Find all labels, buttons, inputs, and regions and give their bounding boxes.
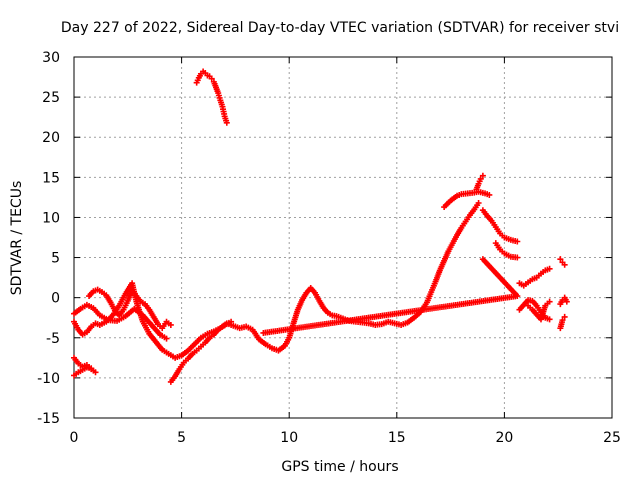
x-tick-label: 20 xyxy=(495,430,513,446)
y-ticks: -15 -10 -5 0 5 10 15 20 25 30 xyxy=(37,50,612,427)
x-tick-label: 5 xyxy=(177,430,186,446)
y-tick-label: 0 xyxy=(51,291,60,307)
data-point xyxy=(563,298,570,305)
series-seg-k xyxy=(492,240,521,261)
series-seg-j xyxy=(479,207,521,245)
data-point xyxy=(208,75,215,82)
data-point xyxy=(475,200,482,207)
y-tick-label: 15 xyxy=(42,170,60,186)
series-seg-p xyxy=(557,294,570,308)
x-ticks: 0 5 10 15 20 25 xyxy=(70,57,621,446)
chart-title: Day 227 of 2022, Sidereal Day-to-day VTE… xyxy=(61,20,619,36)
data-point xyxy=(260,329,267,336)
data-point xyxy=(557,256,564,263)
series-seg-d xyxy=(71,354,99,376)
data-points xyxy=(71,68,570,385)
data-point xyxy=(546,316,553,323)
data-point xyxy=(228,318,235,325)
data-point xyxy=(561,261,568,268)
x-tick-label: 25 xyxy=(603,430,621,446)
y-tick-label: 20 xyxy=(42,130,60,146)
series-seg-i xyxy=(473,172,486,193)
series-seg-a xyxy=(71,200,482,361)
series-seg-e xyxy=(71,364,95,379)
data-point xyxy=(546,265,553,272)
plot-frame xyxy=(73,56,613,419)
data-point xyxy=(477,175,484,182)
y-tick-label: 30 xyxy=(42,50,60,66)
data-point xyxy=(561,313,568,320)
series-seg-o xyxy=(557,256,568,268)
y-axis-label: SDTVAR / TECUs xyxy=(9,181,25,296)
series-seg-h xyxy=(441,188,493,211)
plot-border xyxy=(73,56,613,419)
y-tick-label: -10 xyxy=(37,371,60,387)
data-point xyxy=(92,369,99,376)
series-seg-q xyxy=(557,313,568,332)
data-point xyxy=(479,172,486,179)
data-point xyxy=(514,238,521,245)
data-point xyxy=(88,365,95,372)
x-axis-label: GPS time / hours xyxy=(281,459,398,475)
series-seg-b xyxy=(71,301,170,342)
series-seg-f xyxy=(167,318,235,385)
data-point xyxy=(223,119,230,126)
series-seg-c xyxy=(86,286,174,332)
x-tick-label: 15 xyxy=(388,430,406,446)
y-tick-label: -5 xyxy=(46,331,60,347)
y-tick-label: 25 xyxy=(42,90,60,106)
x-tick-label: 10 xyxy=(280,430,298,446)
data-point xyxy=(167,321,174,328)
x-tick-label: 0 xyxy=(70,430,79,446)
y-tick-label: 5 xyxy=(51,251,60,267)
data-point xyxy=(546,298,553,305)
data-point xyxy=(163,335,170,342)
series-seg-g xyxy=(193,68,230,126)
data-point xyxy=(514,254,521,261)
data-point xyxy=(486,191,493,198)
grid-lines xyxy=(74,57,612,418)
series-seg-r xyxy=(260,256,521,336)
series-seg-n xyxy=(525,298,553,323)
series-seg-l xyxy=(516,265,553,289)
data-point xyxy=(559,317,566,324)
y-tick-label: -15 xyxy=(37,411,60,427)
y-tick-label: 10 xyxy=(42,210,60,226)
